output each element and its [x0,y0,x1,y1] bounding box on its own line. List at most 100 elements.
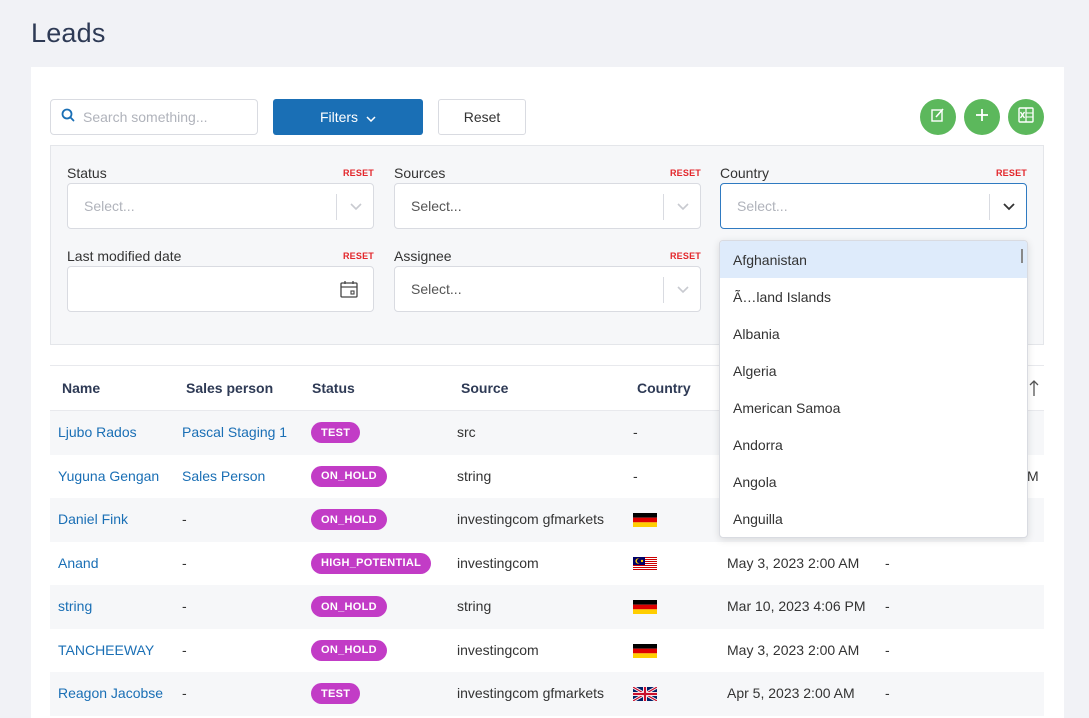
toolbar: Filters Reset [50,99,1044,135]
status-badge: ON_HOLD [311,509,387,530]
status-badge: ON_HOLD [311,596,387,617]
status-label: Status [67,165,107,181]
assignee-reset-link[interactable]: RESET [669,251,701,261]
chevron-down-icon[interactable] [676,199,690,218]
source-cell: investingcom gfmarkets [457,685,605,701]
country-option[interactable]: Albania [733,325,780,342]
clipped-cell-text: M [1027,468,1039,484]
sales-person-cell[interactable]: Pascal Staging 1 [182,424,288,440]
country-label: Country [720,165,770,181]
country-cell: - [633,467,638,484]
leads-table: Name Sales person Status Source Country … [50,365,1044,716]
source-cell: string [457,467,492,484]
sales-person-cell: - [182,554,187,571]
status-reset-link[interactable]: RESET [342,168,374,178]
country-dropdown-menu: Afghanistan Ã…land Islands Albania Algeria A… [719,240,1028,538]
lead-name-link[interactable]: TANCHEEWAY [58,641,155,658]
country-placeholder: Select... [737,198,788,214]
scrollbar-thumb[interactable] [1021,249,1023,263]
sort-arrow-up-icon[interactable] [1028,378,1040,403]
lead-name-link[interactable]: Yuguna Gengan [58,467,160,484]
calendar-icon[interactable] [339,279,359,304]
status-badge: TEST [311,683,361,704]
source-cell: investingcom [457,554,539,571]
column-header-name[interactable]: Name [62,380,101,396]
lead-name-link[interactable]: Daniel Fink [58,511,129,527]
chevron-down-icon[interactable] [349,199,363,218]
sources-reset-link[interactable]: RESET [669,168,701,178]
extra-cell: - [885,598,890,614]
country-option[interactable]: Afghanistan [720,241,1027,278]
extra-cell: - [885,685,890,701]
country-reset-link[interactable]: RESET [995,168,1027,178]
status-badge: TEST [311,422,361,443]
status-placeholder: Select... [84,198,135,214]
country-option[interactable]: Andorra [733,436,783,453]
select-separator [336,194,337,220]
reset-button[interactable]: Reset [438,99,526,135]
sales-person-cell[interactable]: Sales Person [182,467,266,484]
country-option[interactable]: Anguilla [733,510,783,527]
select-separator [989,194,990,220]
export-excel-button[interactable] [1008,99,1044,135]
country-option[interactable]: Ã…land Islands [733,288,832,305]
sources-select[interactable]: Select... [394,183,701,229]
column-header-sales-person[interactable]: Sales person [186,380,274,396]
status-badge: ON_HOLD [311,639,387,661]
lead-name-link[interactable]: Ljubo Rados [58,424,137,440]
table-row[interactable]: Yuguna Gengan Sales Person ON_HOLD string - [50,455,1044,499]
de-flag-icon [633,643,657,658]
plus-icon [974,107,990,128]
country-select[interactable]: Select... [720,183,1027,229]
edit-icon [930,107,946,128]
sales-person-cell: - [182,685,187,701]
sources-placeholder: Select... [411,198,462,214]
add-button[interactable] [964,99,1000,135]
edit-button[interactable] [920,99,956,135]
country-option[interactable]: Angola [733,473,777,490]
extra-cell: - [885,554,890,571]
chevron-down-icon[interactable] [1002,199,1016,218]
filters-label: Filters [319,109,359,125]
sales-person-cell: - [182,511,187,527]
assignee-label: Assignee [394,248,452,264]
assignee-placeholder: Select... [411,281,462,297]
column-header-country[interactable]: Country [637,380,691,396]
de-flag-icon [633,513,657,527]
source-cell: investingcom [457,641,539,658]
lead-name-link[interactable]: Reagon Jacobse [58,685,164,701]
table-row[interactable]: Reagon Jacobse - TEST investingcom gfmarket… [50,672,1044,716]
date-picker-input[interactable] [67,266,374,312]
table-row[interactable]: TANCHEEWAY - ON_HOLD investingcom May 3, 202… [50,629,1044,673]
search-box[interactable] [50,99,258,135]
source-cell: string [457,598,492,614]
table-body: Ljubo Rados Pascal Staging 1 TEST src - Yugun… [50,411,1044,716]
last-modified-label: Last modified date [67,248,182,264]
status-select[interactable]: Select... [67,183,374,229]
lead-name-link[interactable]: string [58,598,93,614]
last-modified-reset-link[interactable]: RESET [342,251,374,261]
filters-button[interactable]: Filters [273,99,423,135]
assignee-select[interactable]: Select... [394,266,701,312]
date-cell: May 3, 2023 2:00 AM [727,641,860,658]
column-header-status[interactable]: Status [312,380,355,396]
table-header: Name Sales person Status Source Country [50,365,1044,411]
country-option[interactable]: Algeria [733,362,777,379]
chevron-down-icon[interactable] [676,282,690,301]
table-row[interactable]: Anand - HIGH_POTENTIAL investingcom May 3, 2… [50,542,1044,586]
column-header-source[interactable]: Source [461,380,509,396]
sales-person-cell: - [182,641,187,658]
search-input[interactable] [83,109,243,125]
date-cell: May 3, 2023 2:00 AM [727,554,860,571]
extra-cell: - [885,641,890,658]
chevron-down-icon [366,109,376,125]
sales-person-cell: - [182,598,187,614]
my-flag-icon [633,556,657,571]
country-option[interactable]: American Samoa [733,399,841,416]
table-row[interactable]: string - ON_HOLD string Mar 10, 2023 4:06 PM… [50,585,1044,629]
select-separator [663,194,664,220]
date-cell: Mar 10, 2023 4:06 PM [727,598,866,614]
status-badge: HIGH_POTENTIAL [311,552,432,574]
sources-label: Sources [394,165,446,181]
lead-name-link[interactable]: Anand [58,554,99,571]
